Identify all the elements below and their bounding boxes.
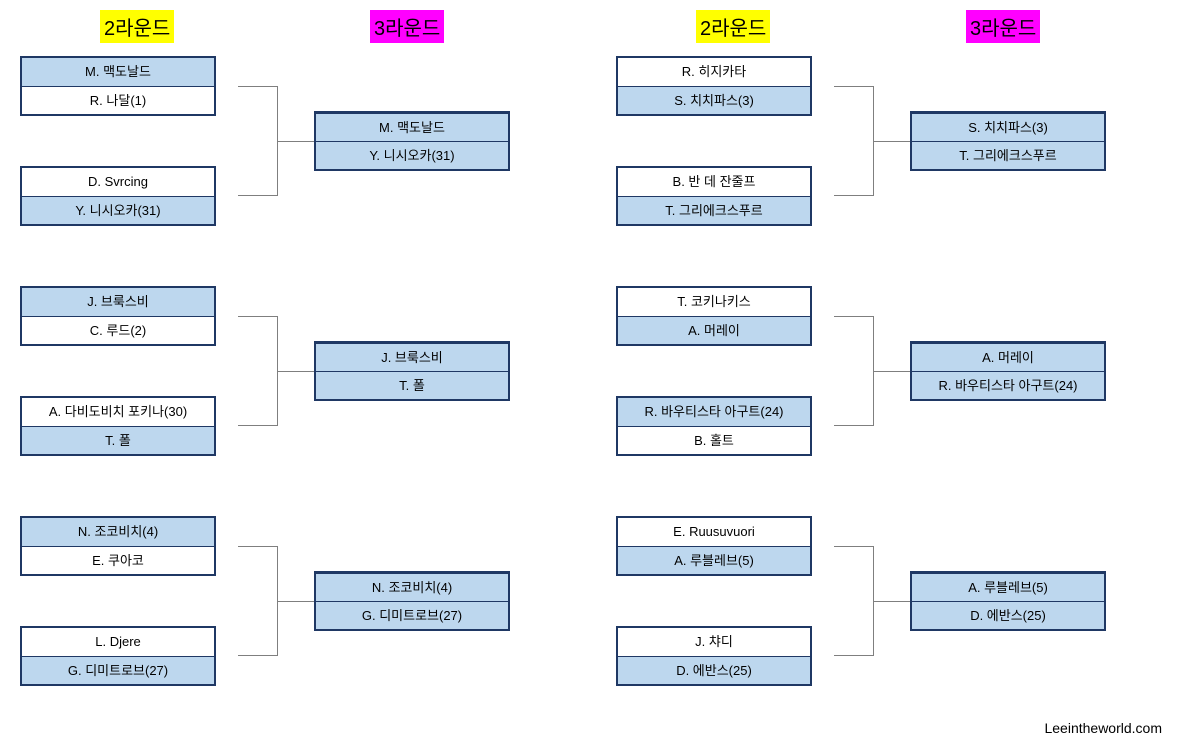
player-cell: T. 그리에크스푸르 xyxy=(912,141,1104,169)
player-cell: R. 나달(1) xyxy=(22,86,214,114)
connector-line xyxy=(278,141,314,142)
r2-match: R. 히지카타 S. 치치파스(3) xyxy=(616,56,812,116)
r2-match: J. 챠디 D. 에반스(25) xyxy=(616,626,812,686)
player-cell: Y. 니시오카(31) xyxy=(316,141,508,169)
connector-line xyxy=(238,546,278,656)
connector-line xyxy=(874,601,910,602)
round2-header: 2라운드 xyxy=(696,10,770,43)
player-cell: N. 조코비치(4) xyxy=(22,518,214,546)
right-block-0: R. 히지카타 S. 치치파스(3) B. 반 데 잔줄프 T. 그리에크스푸르… xyxy=(616,56,812,226)
connector-line xyxy=(238,86,278,196)
player-cell: N. 조코비치(4) xyxy=(316,573,508,601)
player-cell: D. 에반스(25) xyxy=(618,656,810,684)
player-cell: J. 챠디 xyxy=(618,628,810,656)
player-cell: A. 루블레브(5) xyxy=(912,573,1104,601)
player-cell: A. 머레이 xyxy=(912,343,1104,371)
r2-match: R. 바우티스타 아구트(24) B. 홀트 xyxy=(616,396,812,456)
watermark-text: Leeintheworld.com xyxy=(1044,720,1162,736)
player-cell: S. 치치파스(3) xyxy=(618,86,810,114)
r2-match: L. Djere G. 디미트로브(27) xyxy=(20,626,216,686)
connector-line xyxy=(834,86,874,196)
player-cell: R. 바우티스타 아구트(24) xyxy=(618,398,810,426)
player-cell: A. 머레이 xyxy=(618,316,810,344)
player-cell: D. 에반스(25) xyxy=(912,601,1104,629)
player-cell: D. Svrcing xyxy=(22,168,214,196)
player-cell: T. 폴 xyxy=(316,371,508,399)
r2-match: J. 브룩스비 C. 루드(2) xyxy=(20,286,216,346)
right-block-2: E. Ruusuvuori A. 루블레브(5) J. 챠디 D. 에반스(25… xyxy=(616,516,812,686)
player-cell: J. 브룩스비 xyxy=(316,343,508,371)
r3-match: A. 루블레브(5) D. 에반스(25) xyxy=(910,571,1106,631)
r3-match: M. 맥도날드 Y. 니시오카(31) xyxy=(314,111,510,171)
r2-match: D. Svrcing Y. 니시오카(31) xyxy=(20,166,216,226)
r3-match: S. 치치파스(3) T. 그리에크스푸르 xyxy=(910,111,1106,171)
r2-match: N. 조코비치(4) E. 쿠아코 xyxy=(20,516,216,576)
connector-line xyxy=(874,141,910,142)
left-block-2: N. 조코비치(4) E. 쿠아코 L. Djere G. 디미트로브(27) … xyxy=(20,516,216,686)
player-cell: E. Ruusuvuori xyxy=(618,518,810,546)
connector-line xyxy=(834,546,874,656)
r2-match: B. 반 데 잔줄프 T. 그리에크스푸르 xyxy=(616,166,812,226)
player-cell: G. 디미트로브(27) xyxy=(316,601,508,629)
r2-match: E. Ruusuvuori A. 루블레브(5) xyxy=(616,516,812,576)
player-cell: R. 히지카타 xyxy=(618,58,810,86)
connector-line xyxy=(834,316,874,426)
round2-header: 2라운드 xyxy=(100,10,174,43)
player-cell: Y. 니시오카(31) xyxy=(22,196,214,224)
connector-line xyxy=(278,601,314,602)
player-cell: L. Djere xyxy=(22,628,214,656)
r3-match: J. 브룩스비 T. 폴 xyxy=(314,341,510,401)
connector-line xyxy=(278,371,314,372)
player-cell: B. 홀트 xyxy=(618,426,810,454)
player-cell: S. 치치파스(3) xyxy=(912,113,1104,141)
player-cell: A. 다비도비치 포키나(30) xyxy=(22,398,214,426)
player-cell: M. 맥도날드 xyxy=(316,113,508,141)
r2-match: M. 맥도날드 R. 나달(1) xyxy=(20,56,216,116)
connector-line xyxy=(238,316,278,426)
player-cell: C. 루드(2) xyxy=(22,316,214,344)
left-block-1: J. 브룩스비 C. 루드(2) A. 다비도비치 포키나(30) T. 폴 J… xyxy=(20,286,216,456)
connector-line xyxy=(874,371,910,372)
player-cell: E. 쿠아코 xyxy=(22,546,214,574)
player-cell: T. 그리에크스푸르 xyxy=(618,196,810,224)
round3-header: 3라운드 xyxy=(966,10,1040,43)
r2-match: A. 다비도비치 포키나(30) T. 폴 xyxy=(20,396,216,456)
r2-match: T. 코키나키스 A. 머레이 xyxy=(616,286,812,346)
player-cell: G. 디미트로브(27) xyxy=(22,656,214,684)
r3-match: A. 머레이 R. 바우티스타 아구트(24) xyxy=(910,341,1106,401)
player-cell: R. 바우티스타 아구트(24) xyxy=(912,371,1104,399)
player-cell: B. 반 데 잔줄프 xyxy=(618,168,810,196)
r3-match: N. 조코비치(4) G. 디미트로브(27) xyxy=(314,571,510,631)
round3-header: 3라운드 xyxy=(370,10,444,43)
player-cell: M. 맥도날드 xyxy=(22,58,214,86)
player-cell: J. 브룩스비 xyxy=(22,288,214,316)
player-cell: T. 폴 xyxy=(22,426,214,454)
left-block-0: M. 맥도날드 R. 나달(1) D. Svrcing Y. 니시오카(31) … xyxy=(20,56,216,226)
player-cell: T. 코키나키스 xyxy=(618,288,810,316)
player-cell: A. 루블레브(5) xyxy=(618,546,810,574)
right-block-1: T. 코키나키스 A. 머레이 R. 바우티스타 아구트(24) B. 홀트 A… xyxy=(616,286,812,456)
